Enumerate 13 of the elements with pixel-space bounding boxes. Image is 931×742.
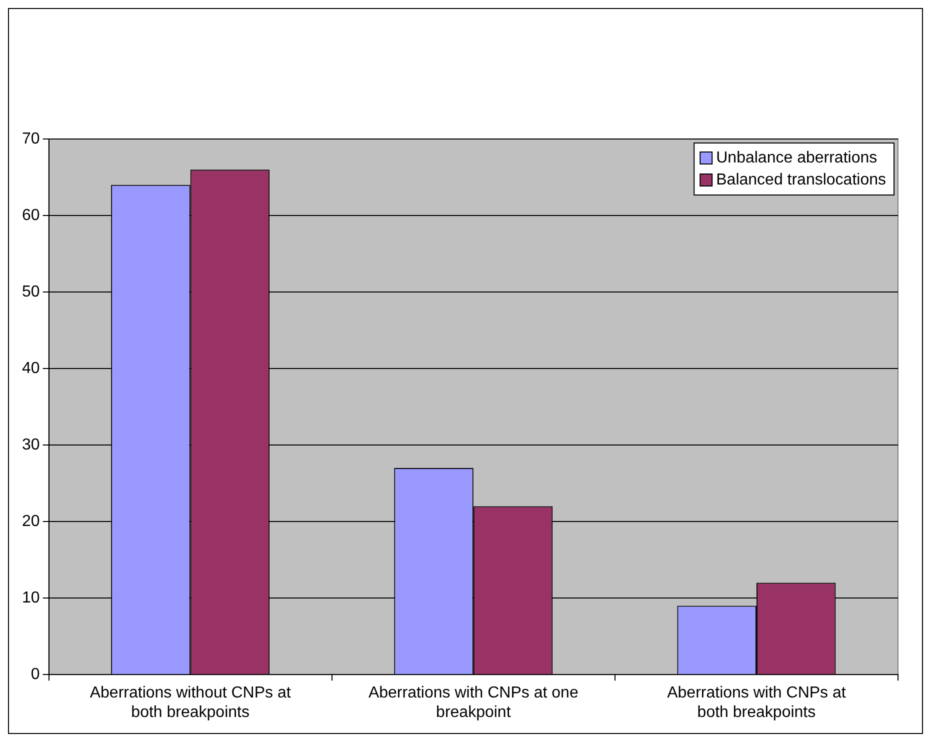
y-tick-label: 30 bbox=[22, 436, 40, 454]
y-tick-label: 0 bbox=[30, 666, 40, 684]
x-tick-label: Aberrations with CNPs at both breakpoints bbox=[667, 684, 846, 721]
y-tick-label: 40 bbox=[22, 360, 40, 377]
legend-label: Unbalance aberrations bbox=[716, 149, 878, 166]
x-tick-label: Aberrations with CNPs at one breakpoint bbox=[368, 684, 578, 721]
y-tick-label: 20 bbox=[22, 512, 40, 530]
legend-label: Balanced translocations bbox=[716, 171, 886, 188]
y-tick-label: 50 bbox=[22, 283, 40, 300]
y-tick-label: 70 bbox=[22, 130, 40, 148]
y-tick-label: 10 bbox=[22, 589, 40, 606]
y-tick-label: 60 bbox=[22, 206, 40, 224]
x-tick-label: Aberrations without CNPs at both breakpoints bbox=[90, 684, 292, 721]
